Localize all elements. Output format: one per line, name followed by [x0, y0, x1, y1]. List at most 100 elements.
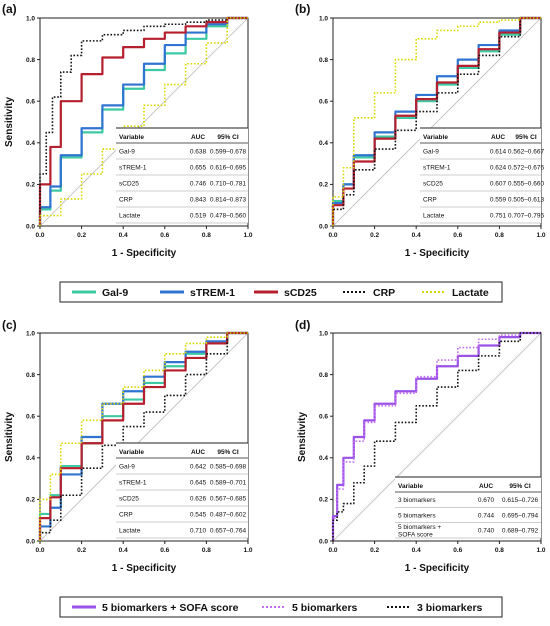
legend-label: Lactate: [452, 287, 489, 299]
auc-table: Variable AUC 95% CI 3 biomarkers 0.670 0.615–…: [395, 476, 541, 539]
x-tick-label: 0.6: [160, 547, 169, 554]
x-axis-label: 1 - Specificity: [112, 563, 177, 574]
y-tick-label: 0.4: [319, 140, 328, 147]
auc-table-header: Variable: [398, 483, 423, 490]
legend-top-box: [59, 281, 503, 303]
auc-table-variable: sCD25: [119, 180, 139, 187]
panel-c: (c) 0.00.0 0.2 0.2 0.4 0.4 0.6 0.6 0.8 0.8 1.0 1.0 1…: [2, 318, 253, 574]
auc-table-ci: 0.657–0.764: [210, 527, 247, 534]
auc-table-ci: 0.695–0.794: [502, 512, 539, 519]
y-tick-label: 0.0: [26, 538, 35, 545]
roc-curve-5-biomarkers: [332, 332, 541, 541]
auc-table: Variable AUC 95% CI Gal-9 0.642 0.585–0.698 sT…: [116, 442, 248, 539]
roc-curve-strem-1: [38, 16, 248, 226]
auc-table-header: AUC: [479, 483, 493, 490]
auc-table-auc: 0.607: [490, 180, 507, 187]
reference-diagonal: [332, 17, 542, 227]
auc-table-ci: 0.616–0.695: [210, 164, 247, 171]
y-tick-label: 0.2: [319, 497, 328, 504]
plot-frame: [332, 17, 542, 227]
auc-table-auc: 0.638: [190, 148, 207, 155]
roc-curve-lactate: [332, 17, 541, 226]
x-tick-label: 1.0: [536, 547, 545, 554]
auc-table-variable: Lactate: [119, 527, 141, 534]
auc-table-variable: 5 biomarkers: [398, 512, 436, 519]
auc-table-auc: 0.624: [490, 164, 507, 171]
auc-table-ci: 0.710–0.781: [210, 180, 247, 187]
roc-curve-crp: [39, 332, 248, 541]
y-tick-label: 0.8: [319, 57, 328, 64]
x-tick-label: 0.2: [370, 232, 379, 239]
panel-label: (a): [2, 2, 17, 16]
x-tick-label: 0.2: [77, 232, 86, 239]
x-tick-label: 1.0: [243, 547, 252, 554]
auc-table-auc: 0.645: [190, 479, 207, 486]
panel-label: (c): [2, 318, 17, 332]
auc-table-auc: 0.670: [478, 497, 495, 504]
auc-table-variable: Lactate: [119, 212, 141, 219]
x-tick-label: 0.2: [370, 547, 379, 554]
x-tick-label: 0.8: [202, 232, 211, 239]
auc-table-auc: 0.710: [190, 527, 207, 534]
x-tick-label: 0.2: [77, 547, 86, 554]
legend-label: CRP: [373, 287, 395, 299]
roc-curve-scd25: [331, 16, 541, 226]
auc-table-auc: 0.545: [190, 511, 207, 518]
auc-table-variable: Lactate: [423, 212, 445, 219]
auc-table-ci: 0.505–0.613: [508, 196, 545, 203]
auc-table-ci: 0.689–0.792: [502, 528, 539, 535]
plot-frame: [332, 332, 542, 542]
legend-bottom-box: [59, 596, 503, 618]
y-tick-label: 0.4: [319, 455, 328, 462]
auc-table-ci: 0.814–0.873: [210, 196, 247, 203]
x-axis-label: 1 - Specificity: [405, 563, 470, 574]
auc-table: Variable AUC 95% CI Gal-9 0.614 0.562–0.667 sT…: [420, 127, 545, 224]
auc-table-auc: 0.642: [190, 463, 207, 470]
y-axis-label: Sensitivity: [4, 412, 15, 462]
auc-table-auc: 0.655: [190, 164, 207, 171]
auc-table-ci: 0.478–0.560: [210, 212, 247, 219]
auc-table-header: 95% CI: [515, 134, 537, 141]
x-axis-label: 1 - Specificity: [405, 248, 470, 259]
auc-table-variable: sCD25: [119, 495, 139, 502]
auc-table-ci: 0.615–0.726: [502, 497, 539, 504]
y-tick-label: 1.0: [319, 330, 328, 337]
y-tick-label: 1.0: [319, 15, 328, 22]
auc-table-auc: 0.559: [490, 196, 507, 203]
auc-table-ci: 0.562–0.667: [508, 148, 545, 155]
y-tick-label: 1.0: [26, 15, 35, 22]
y-tick-label: 0.0: [319, 538, 328, 545]
x-tick-label: 1.0: [243, 232, 252, 239]
y-tick-label: 0.6: [26, 99, 35, 106]
panel-d: (d) 0.00.0 0.2 0.2 0.4 0.4 0.6 0.6 0.8 0.8 1.0 1.0 1…: [295, 318, 546, 574]
auc-table-variable: Gal-9: [119, 148, 135, 155]
auc-table-header: Variable: [423, 134, 448, 141]
auc-table-header: 95% CI: [509, 483, 531, 490]
auc-table-ci: 0.589–0.701: [210, 479, 247, 486]
y-axis-label: Sensitivity: [297, 412, 308, 462]
y-tick-label: 0.6: [319, 99, 328, 106]
y-tick-label: 0.2: [26, 497, 35, 504]
y-tick-label: 1.0: [26, 330, 35, 337]
legend-label: Gal-9: [102, 287, 128, 299]
x-tick-label: 0.4: [119, 232, 128, 239]
x-tick-label: 0.0: [328, 547, 337, 554]
x-tick-label: 0.0: [35, 232, 44, 239]
panel-b: (b) 0.00.0 0.2 0.2 0.4 0.4 0.6 0.6 0.8 0.8 1.0 1.0 1…: [295, 2, 546, 259]
auc-table-header: Variable: [119, 134, 144, 141]
auc-table-variable: sTREM-1: [119, 479, 147, 486]
auc-table-ci: 0.707–0.795: [508, 212, 545, 219]
auc-table-variable: sTREM-1: [119, 164, 147, 171]
y-tick-label: 0.4: [26, 140, 35, 147]
panel-label: (b): [295, 2, 310, 16]
auc-table-variable: sCD25: [423, 180, 443, 187]
y-tick-label: 0.6: [319, 414, 328, 421]
y-tick-label: 0.8: [319, 372, 328, 379]
reference-diagonal: [39, 332, 249, 542]
x-axis-label: 1 - Specificity: [112, 248, 177, 259]
x-tick-label: 0.6: [453, 547, 462, 554]
x-tick-label: 0.0: [328, 232, 337, 239]
auc-table-auc: 0.751: [490, 212, 507, 219]
panel-a: (a) 0.00.0 0.2 0.2 0.4 0.4 0.6 0.6 0.8 0.8 1.0 1.0 1…: [2, 2, 253, 259]
